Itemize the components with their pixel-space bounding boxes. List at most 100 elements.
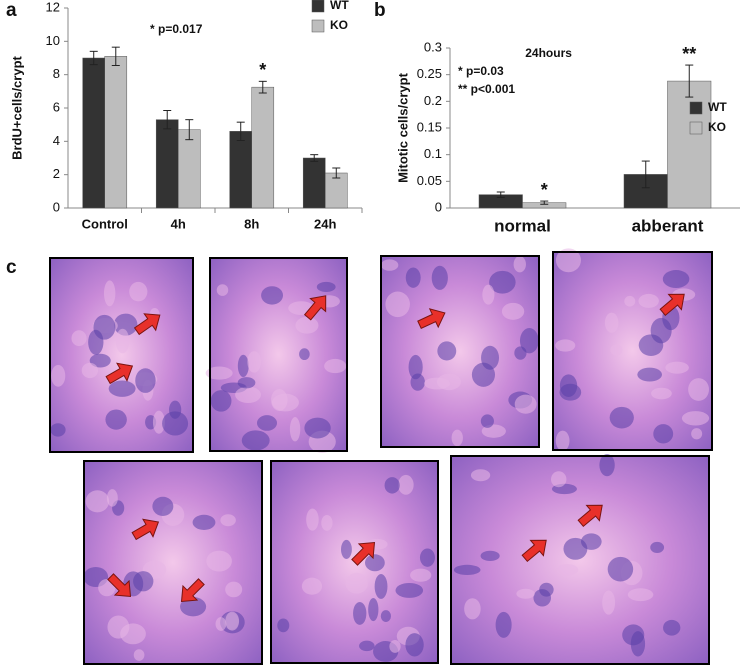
- cell-nucleus: [681, 411, 710, 426]
- legend-label: KO: [330, 18, 348, 32]
- cell-nucleus: [563, 537, 588, 560]
- significance-label: *: [541, 180, 548, 200]
- arrow: [417, 308, 446, 330]
- cell-nucleus: [106, 489, 118, 507]
- legend-swatch: [689, 101, 703, 115]
- cell-nucleus: [306, 508, 319, 531]
- cell-nucleus: [324, 358, 347, 374]
- legend-swatch: [311, 0, 325, 13]
- x-tick-label: 24h: [314, 216, 336, 231]
- y-tick-label: 12: [46, 0, 60, 14]
- cell-nucleus: [368, 597, 379, 622]
- cell-nucleus: [103, 280, 116, 307]
- annotation: ** p<0.001: [458, 82, 515, 96]
- cell-nucleus: [431, 265, 448, 290]
- micrographs: [49, 248, 713, 665]
- cell-nucleus: [152, 410, 165, 434]
- cell-nucleus: [604, 312, 619, 333]
- cell-nucleus: [559, 383, 582, 401]
- cell-nucleus: [451, 429, 463, 447]
- micrograph-frame: [380, 255, 540, 448]
- cell-nucleus: [316, 281, 336, 292]
- cell-nucleus: [85, 490, 110, 513]
- cell-nucleus: [555, 339, 576, 352]
- cell-nucleus: [481, 424, 506, 438]
- legend-label: KO: [708, 120, 726, 134]
- cell-nucleus: [133, 571, 154, 592]
- cell-nucleus: [519, 328, 539, 354]
- panel-label: c: [6, 257, 17, 278]
- cell-nucleus: [237, 354, 249, 378]
- cell-nucleus: [627, 588, 654, 602]
- significance-label: **: [682, 44, 696, 64]
- cell-nucleus: [105, 409, 127, 430]
- cell-nucleus: [650, 541, 665, 553]
- cell-nucleus: [115, 328, 130, 354]
- cell-nucleus: [380, 259, 399, 271]
- y-tick-label: 0.25: [417, 66, 442, 81]
- cell-nucleus: [225, 581, 243, 598]
- arrow: [351, 541, 376, 566]
- cell-nucleus: [237, 377, 256, 389]
- cell-nucleus: [405, 633, 424, 657]
- micrograph-frame: [450, 455, 710, 665]
- cell-nucleus: [389, 639, 401, 653]
- cell-nucleus: [437, 341, 457, 361]
- cell-nucleus: [610, 344, 623, 356]
- cell-nucleus: [71, 330, 87, 347]
- legend-swatch: [311, 19, 325, 33]
- y-tick-label: 4: [53, 133, 60, 148]
- cell-nucleus: [108, 380, 136, 397]
- cell-nucleus: [395, 582, 424, 598]
- cell-nucleus: [481, 345, 500, 370]
- cell-nucleus: [192, 514, 216, 530]
- cell-nucleus: [408, 354, 423, 380]
- cell-nucleus: [206, 550, 232, 572]
- y-tick-label: 6: [53, 99, 60, 114]
- significance-label: *: [259, 60, 266, 80]
- cell-nucleus: [688, 378, 709, 401]
- legend-swatch: [689, 121, 703, 135]
- cell-nucleus: [624, 295, 636, 307]
- annotation: * p=0.017: [150, 22, 203, 36]
- y-tick-label: 0.15: [417, 119, 442, 134]
- y-tick-label: 0.05: [417, 173, 442, 188]
- micrograph-frame: [83, 460, 263, 665]
- x-tick-label: Control: [82, 216, 128, 231]
- x-tick-label: 8h: [244, 216, 259, 231]
- cell-nucleus: [152, 496, 174, 516]
- cell-nucleus: [556, 564, 579, 576]
- cell-nucleus: [384, 477, 400, 494]
- cell-nucleus: [50, 423, 66, 437]
- cell-nucleus: [539, 582, 554, 597]
- micrograph-frame: [49, 257, 194, 453]
- cell-nucleus: [513, 256, 526, 273]
- cell-nucleus: [135, 368, 156, 393]
- cell-nucleus: [495, 611, 512, 638]
- cell-nucleus: [353, 601, 367, 625]
- cell-nucleus: [637, 367, 662, 382]
- cell-nucleus: [555, 248, 581, 273]
- arrow: [521, 539, 547, 563]
- cell-nucleus: [516, 588, 535, 599]
- annotation: * p=0.03: [458, 64, 504, 78]
- cell-nucleus: [482, 284, 495, 305]
- cell-nucleus: [256, 415, 278, 431]
- cell-nucleus: [638, 293, 659, 308]
- y-tick-label: 0.1: [424, 146, 442, 161]
- cell-nucleus: [321, 514, 333, 531]
- micrograph-frame: [552, 251, 713, 451]
- legend-label: WT: [330, 0, 349, 12]
- cell-nucleus: [555, 430, 570, 451]
- cell-nucleus: [501, 302, 525, 320]
- cell-nucleus: [514, 394, 537, 414]
- cell-nucleus: [299, 348, 310, 361]
- cell-nucleus: [241, 430, 270, 451]
- cell-nucleus: [133, 649, 145, 661]
- cell-nucleus: [277, 618, 290, 633]
- cell-nucleus: [453, 564, 481, 575]
- x-tick-label: 4h: [171, 216, 186, 231]
- cell-nucleus: [107, 615, 130, 639]
- arrow: [577, 504, 603, 528]
